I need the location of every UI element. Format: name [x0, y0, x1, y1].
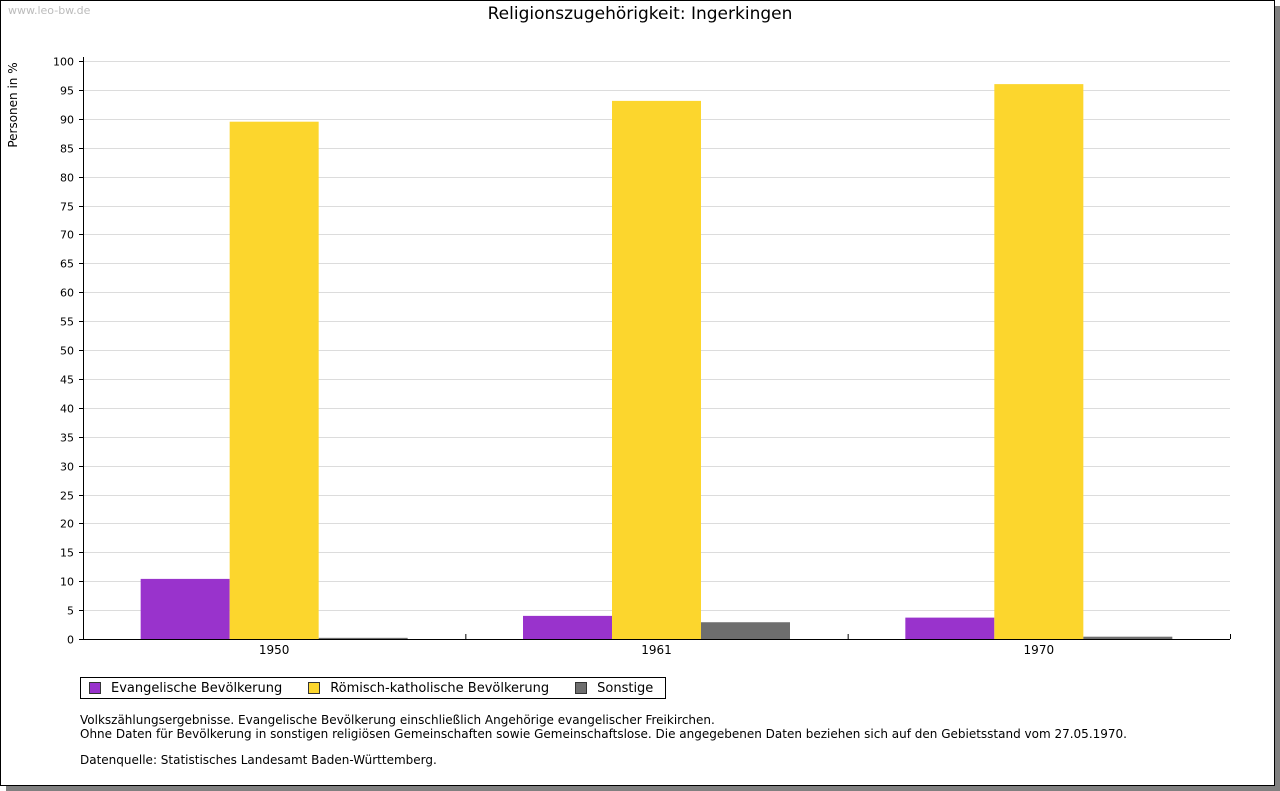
- watermark: www.leo-bw.de: [8, 4, 91, 17]
- bar-1950-0: [140, 578, 230, 639]
- y-tick-label: 95: [60, 85, 74, 98]
- legend-item: Sonstige: [575, 681, 653, 696]
- bar-1961-0: [523, 615, 612, 639]
- x-tick-label: 1961: [641, 643, 672, 657]
- bar-1970-1: [994, 84, 1084, 640]
- bar-1970-2: [1083, 636, 1173, 639]
- x-tick-label: 1970: [1024, 643, 1055, 657]
- chart-notes: Volkszählungsergebnisse. Evangelische Be…: [80, 713, 1127, 741]
- y-tick-label: 20: [60, 518, 74, 531]
- y-tick-label: 60: [60, 287, 74, 300]
- y-tick-label: 55: [60, 316, 74, 329]
- legend: Evangelische Bevölkerung Römisch-katholis…: [80, 677, 667, 699]
- y-tick-label: 50: [60, 345, 74, 358]
- y-tick-label: 10: [60, 576, 74, 589]
- legend-label: Römisch-katholische Bevölkerung: [330, 680, 550, 696]
- y-tick-label: 35: [60, 432, 74, 445]
- note-line: Volkszählungsergebnisse. Evangelische Be…: [80, 713, 715, 727]
- bar-1961-1: [612, 100, 701, 639]
- y-tick-label: 0: [67, 634, 74, 647]
- data-source: Datenquelle: Statistisches Landesamt Bad…: [80, 753, 437, 767]
- bar-1970-0: [905, 617, 995, 639]
- legend-label: Evangelische Bevölkerung: [111, 680, 283, 696]
- bar-1950-1: [229, 121, 319, 639]
- legend-item: Evangelische Bevölkerung: [89, 681, 282, 696]
- y-tick-label: 70: [60, 229, 74, 242]
- y-tick-label: 90: [60, 114, 74, 127]
- y-tick-label: 15: [60, 547, 74, 560]
- legend-item: Römisch-katholische Bevölkerung: [308, 681, 549, 696]
- y-tick-label: 25: [60, 490, 74, 503]
- legend-swatch: [308, 682, 321, 694]
- y-tick-label: 5: [67, 605, 74, 618]
- y-tick-label: 80: [60, 172, 74, 185]
- legend-swatch: [575, 682, 588, 694]
- chart-title: Religionszugehörigkeit: Ingerkingen: [487, 4, 793, 24]
- legend-label: Sonstige: [597, 680, 654, 696]
- y-tick-label: 85: [60, 143, 74, 156]
- y-tick-label: 45: [60, 374, 74, 387]
- note-line: Ohne Daten für Bevölkerung in sonstigen …: [80, 727, 1127, 741]
- x-tick-label: 1950: [259, 643, 290, 657]
- y-tick-label: 30: [60, 461, 74, 474]
- y-tick-label: 75: [60, 201, 74, 214]
- y-tick-label: 100: [53, 56, 74, 69]
- bar-chart: 0 5 10 15 20 25 30 35 40 45 50 55 60 65 70 75 80 85 90 95 10…: [53, 56, 1231, 657]
- y-tick-label: 65: [60, 258, 74, 271]
- bar-1950-2: [318, 637, 408, 639]
- y-tick-label: 40: [60, 403, 74, 416]
- legend-swatch: [89, 682, 101, 694]
- bar-1961-2: [701, 622, 790, 639]
